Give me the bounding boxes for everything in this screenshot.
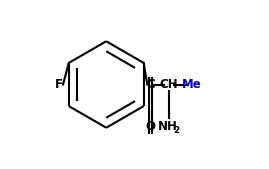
Text: C: C <box>146 78 155 91</box>
Text: O: O <box>145 119 155 132</box>
Text: Me: Me <box>182 78 202 91</box>
Text: F: F <box>55 78 63 91</box>
Text: CH: CH <box>159 78 178 91</box>
Text: NH: NH <box>158 119 178 132</box>
Text: 2: 2 <box>173 126 179 135</box>
